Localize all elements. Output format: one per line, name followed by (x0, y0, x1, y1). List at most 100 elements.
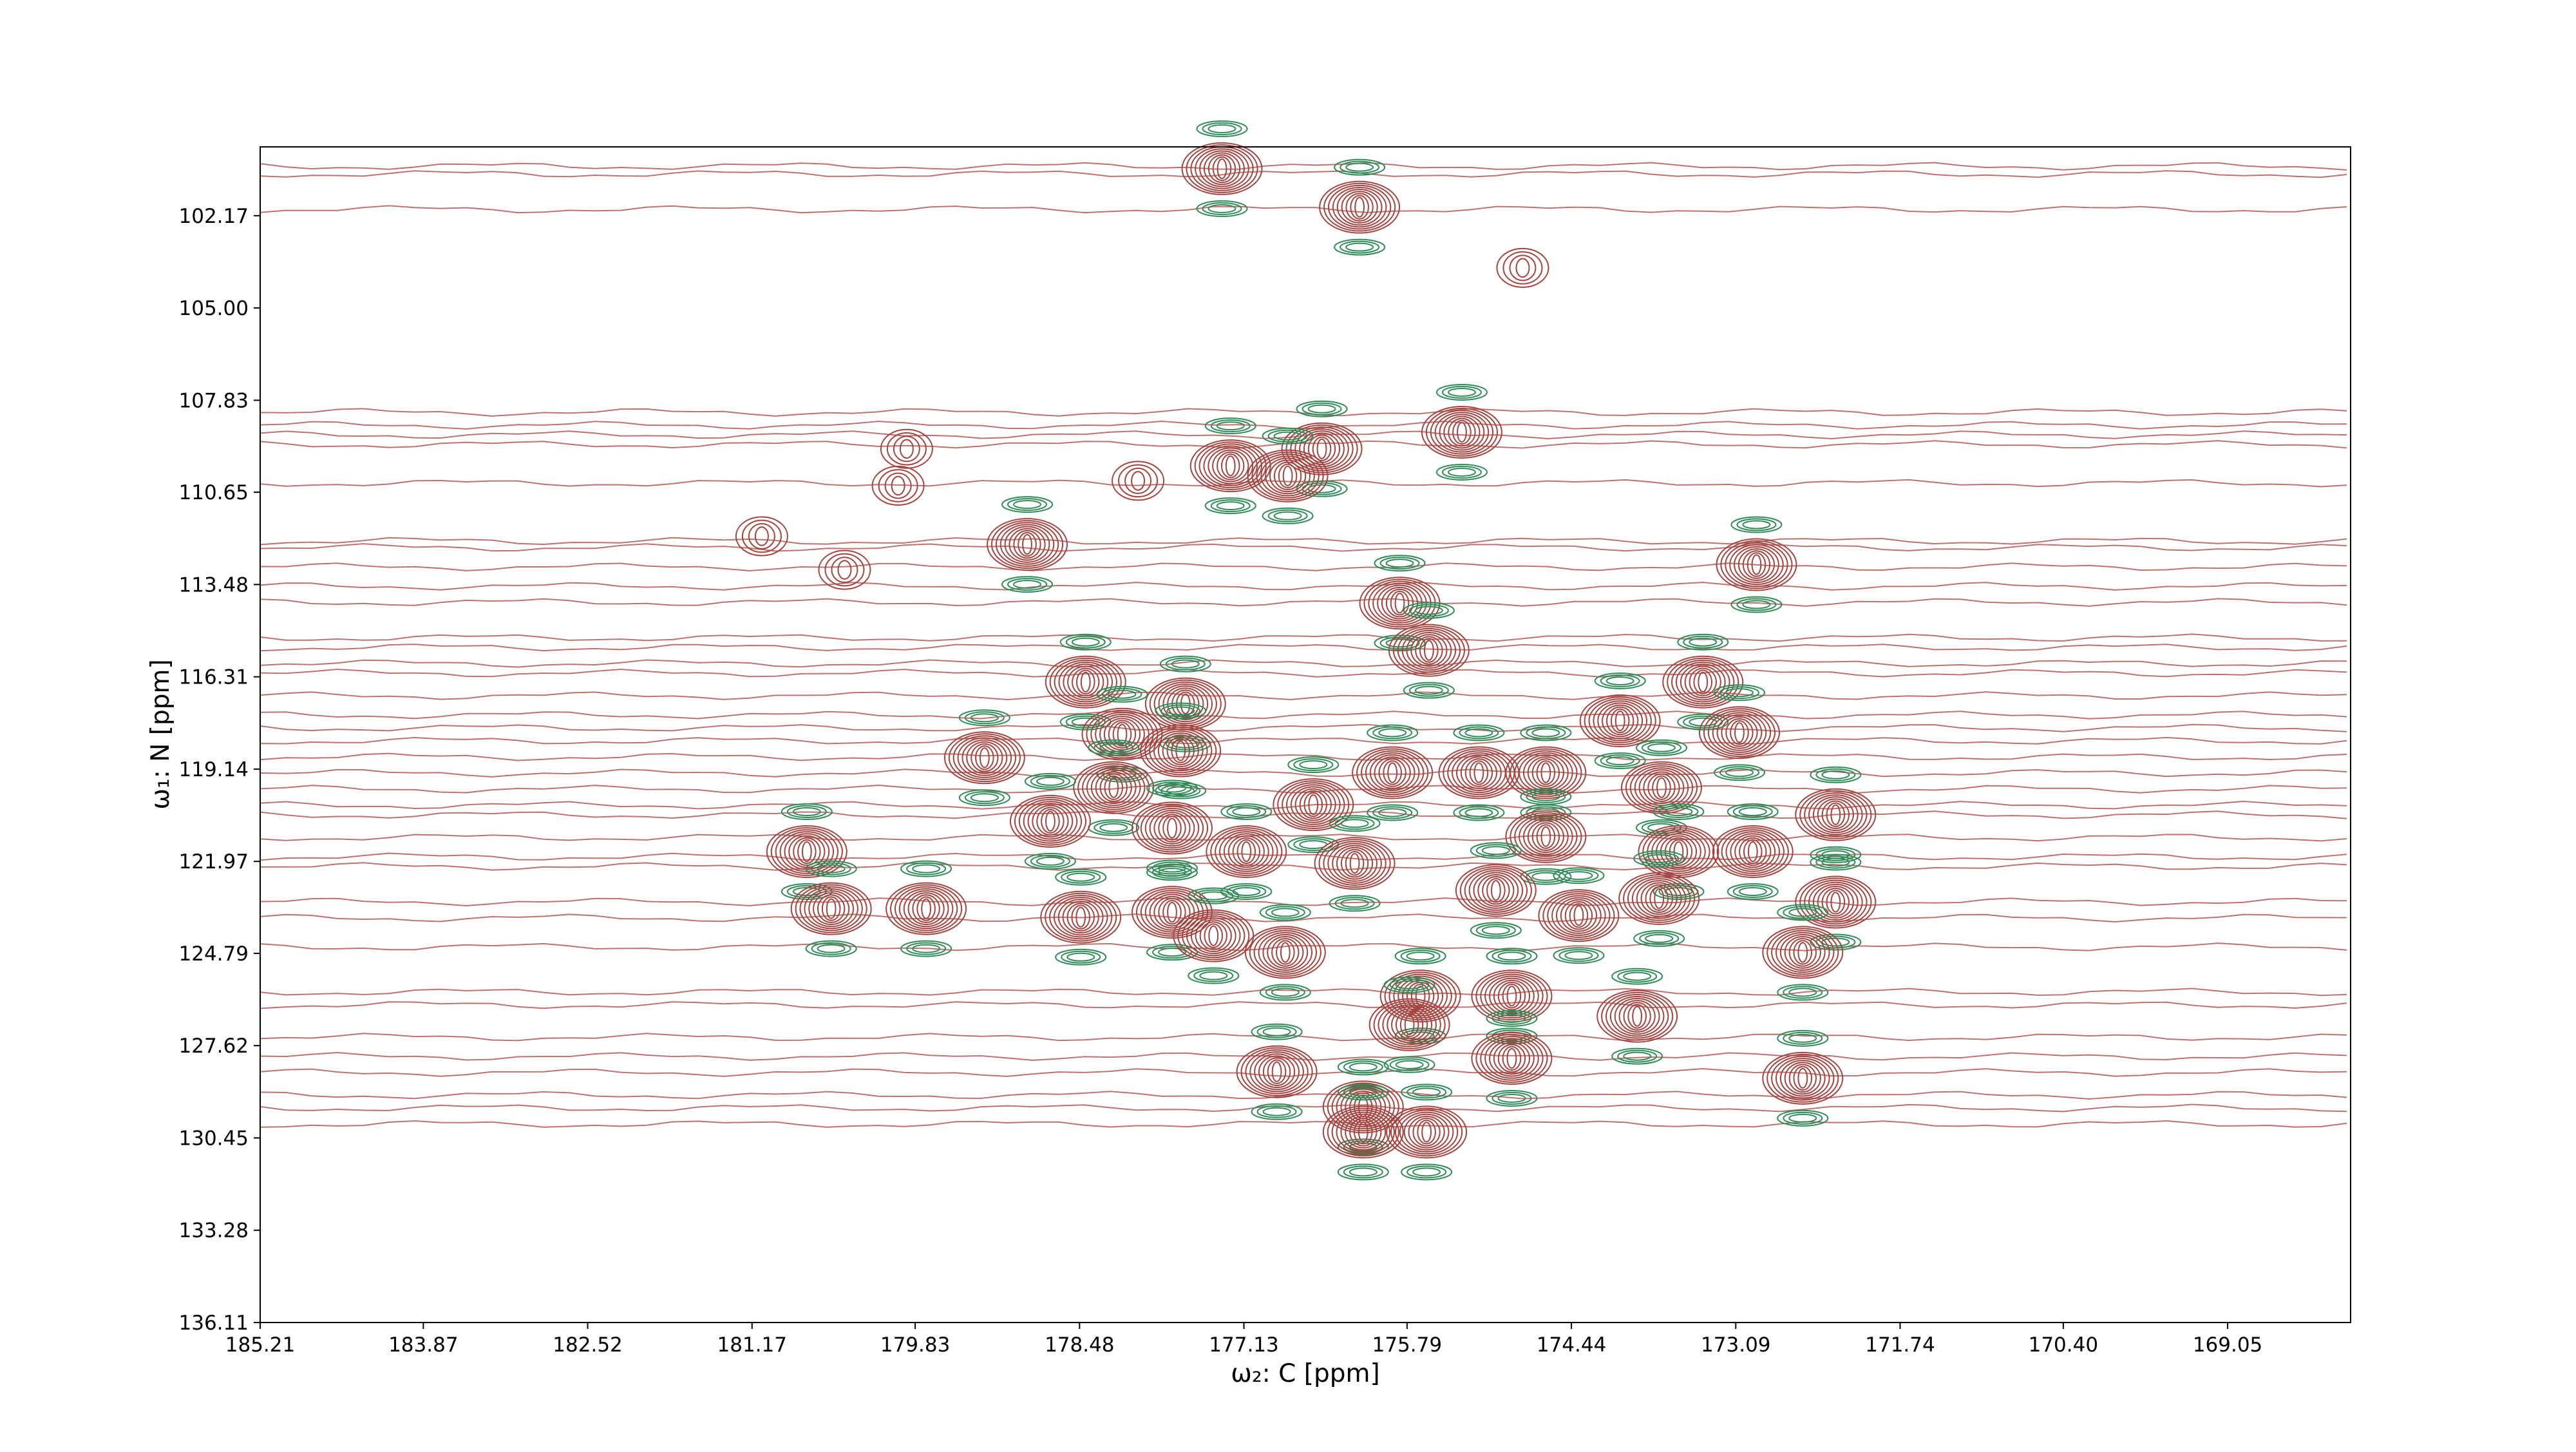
negative-contour (912, 944, 941, 953)
peak-contour (1536, 824, 1556, 849)
peak-contour (1345, 851, 1365, 876)
peak-contour (1041, 808, 1060, 834)
peak (1322, 1084, 1404, 1181)
negative-contour (1394, 948, 1446, 965)
peak-contour (1199, 150, 1245, 187)
peak-contour (1336, 1086, 1391, 1128)
peak-contour (1484, 975, 1539, 1017)
peak-contour (1027, 803, 1074, 840)
peak-contour (1799, 877, 1872, 927)
negative-contour (1337, 1163, 1389, 1181)
peak-contour (1408, 1115, 1445, 1149)
x-tick-label: 182.52 (553, 1333, 622, 1357)
negative-contour (1108, 769, 1137, 779)
peak-contour (1509, 254, 1537, 282)
peak-contour (1383, 760, 1402, 785)
peak-contour (884, 472, 912, 499)
negative-contour (1412, 1087, 1441, 1097)
peak-contour (1468, 870, 1524, 911)
peak-contour (1217, 451, 1245, 481)
negative-contour (1159, 655, 1211, 673)
negative-contour (1030, 854, 1070, 868)
negative-contour (1401, 1163, 1453, 1181)
peak-contour (1419, 638, 1439, 663)
peak-contour (1788, 1064, 1817, 1093)
peak-contour (1045, 655, 1126, 709)
peak-contour (1219, 831, 1274, 872)
peak-contour (1009, 528, 1046, 561)
peak (1040, 868, 1122, 966)
peak-contour (1455, 864, 1537, 917)
peak-contour (1808, 794, 1863, 836)
x-tick-label: 181.17 (717, 1333, 787, 1357)
peak-contour (1195, 919, 1232, 952)
negative-contour (1617, 1049, 1658, 1063)
negative-contour (1406, 1085, 1447, 1099)
peak-contour (1236, 1045, 1318, 1098)
peak-contour (1656, 777, 1667, 798)
peak-contour (1826, 890, 1846, 915)
peak-contour (1766, 928, 1839, 977)
peak-contour (1260, 455, 1315, 497)
negative-contour (1334, 238, 1386, 256)
negative-contour (1267, 429, 1308, 443)
negative-contour (1055, 868, 1107, 886)
peak-contour (1215, 829, 1278, 874)
peak-contour (1459, 866, 1532, 915)
peak-contour (1167, 902, 1177, 923)
peak-contour (1614, 998, 1660, 1035)
negative-contour (1447, 387, 1476, 397)
peak-contour (1195, 148, 1249, 189)
negative-contour (1024, 852, 1076, 870)
negative-contour (1337, 1058, 1389, 1076)
noise-ridge (260, 769, 2347, 778)
negative-contour (1486, 948, 1538, 965)
negative-contour (1736, 518, 1777, 531)
negative-contour (1788, 1033, 1817, 1043)
peak-contour (1040, 890, 1122, 944)
negative-contour (1639, 931, 1680, 945)
peak-contour (824, 553, 865, 587)
peak-contour (1638, 769, 1685, 807)
negative-contour (1683, 635, 1723, 649)
negative-contour (1395, 980, 1424, 989)
negative-contour (1374, 555, 1426, 572)
peak (1173, 887, 1255, 984)
peak-contour (1318, 839, 1391, 888)
peak (1189, 417, 1271, 515)
peak (1386, 1084, 1468, 1181)
negative-contour (1788, 1113, 1817, 1123)
negative-contour (1343, 1060, 1383, 1074)
peak-contour (1460, 756, 1497, 789)
peak-contour (1249, 1051, 1304, 1093)
peak-contour (1464, 868, 1528, 913)
negative-contour (1605, 756, 1634, 765)
peak-contour (1198, 443, 1262, 488)
peak-contour (1410, 984, 1430, 1009)
peak-contour (1131, 471, 1146, 491)
x-tick-label: 175.79 (1372, 1333, 1442, 1357)
peak-contour (1077, 763, 1150, 812)
peak-contour (1217, 158, 1227, 180)
peak-contour (1766, 1053, 1839, 1103)
peak-contour (797, 839, 817, 865)
negative-contour (1259, 984, 1311, 1001)
peak-contour (1660, 835, 1698, 868)
peak (987, 496, 1068, 593)
negative-contour (1777, 904, 1829, 921)
peak-contour (1812, 883, 1859, 921)
negative-contour (1447, 467, 1476, 477)
negative-contour (1251, 1023, 1303, 1040)
negative-contour (1196, 120, 1248, 137)
peak-contour (1673, 841, 1684, 863)
negative-contour (1639, 852, 1680, 865)
negative-contour (1633, 930, 1685, 947)
noise-ridge (260, 598, 2347, 607)
peak-contour (1643, 771, 1680, 805)
peak-contour (1162, 899, 1182, 925)
negative-contour (1633, 850, 1685, 867)
negative-contour (1202, 122, 1242, 135)
negative-contour (1414, 606, 1443, 615)
peak-contour (813, 892, 850, 925)
